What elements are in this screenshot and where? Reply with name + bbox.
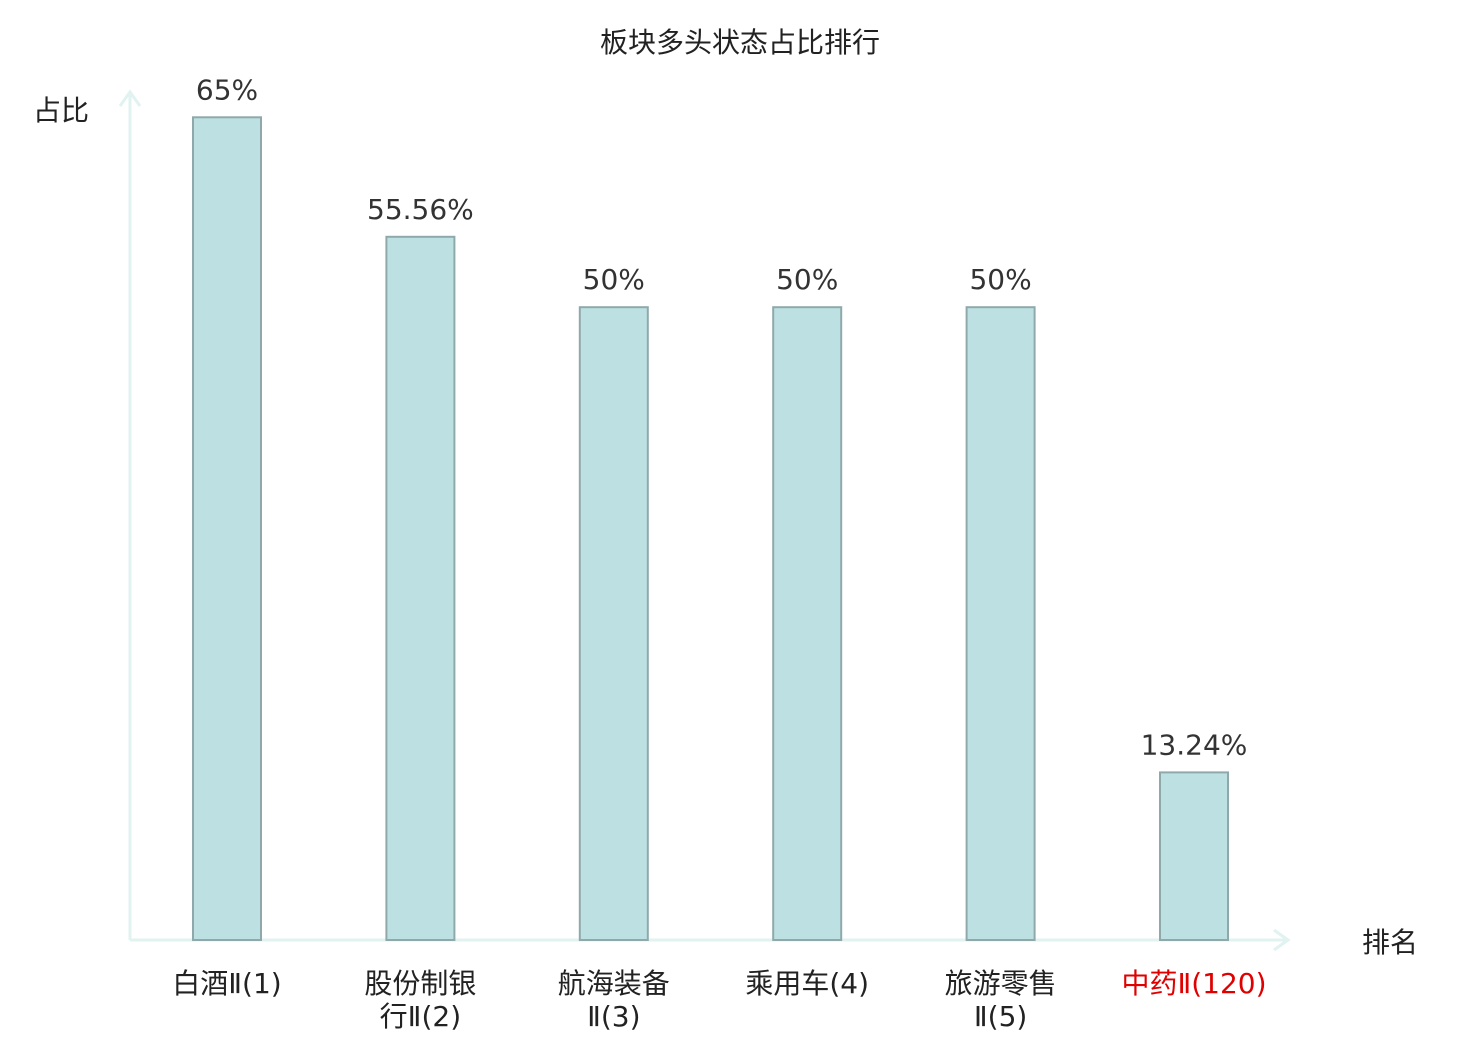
bar-value-label: 50% [969, 263, 1031, 296]
y-axis-label: 占比 [33, 94, 89, 127]
category-tick-label: 乘用车(4) [745, 967, 869, 1000]
category-tick-label: 股份制银 [364, 967, 476, 1000]
category-tick-label: Ⅱ(3) [587, 1000, 640, 1033]
y-axis-arrow [118, 89, 142, 107]
bar [965, 306, 1036, 941]
category-tick-label: 旅游零售 [945, 967, 1057, 1000]
bar-value-label: 50% [583, 263, 645, 296]
bars-group [192, 116, 1229, 942]
category-tick-label: 航海装备 [558, 967, 670, 1000]
chart-title: 板块多头状态占比排行 [600, 26, 880, 59]
value-labels-group: 65% 55.56% 50% 50% 50% 13.24% [196, 73, 1248, 761]
category-tick-label: 中药Ⅱ(120) [1121, 967, 1266, 1000]
bar [385, 235, 456, 942]
category-tick-label: 行Ⅱ(2) [380, 1000, 461, 1033]
category-tick-label: 白酒Ⅱ(1) [172, 967, 281, 1000]
bar-value-label: 13.24% [1141, 728, 1248, 761]
bar-value-label: 55.56% [367, 193, 474, 226]
x-axis-label: 排名 [1362, 926, 1418, 959]
x-axis-arrow [1273, 928, 1291, 952]
bar [192, 116, 262, 942]
bar [578, 306, 649, 941]
bar-value-label: 65% [196, 73, 258, 106]
bar [1159, 771, 1229, 942]
category-tick-label: Ⅱ(5) [974, 1000, 1027, 1033]
bar [772, 306, 843, 941]
bar-value-label: 50% [776, 263, 838, 296]
